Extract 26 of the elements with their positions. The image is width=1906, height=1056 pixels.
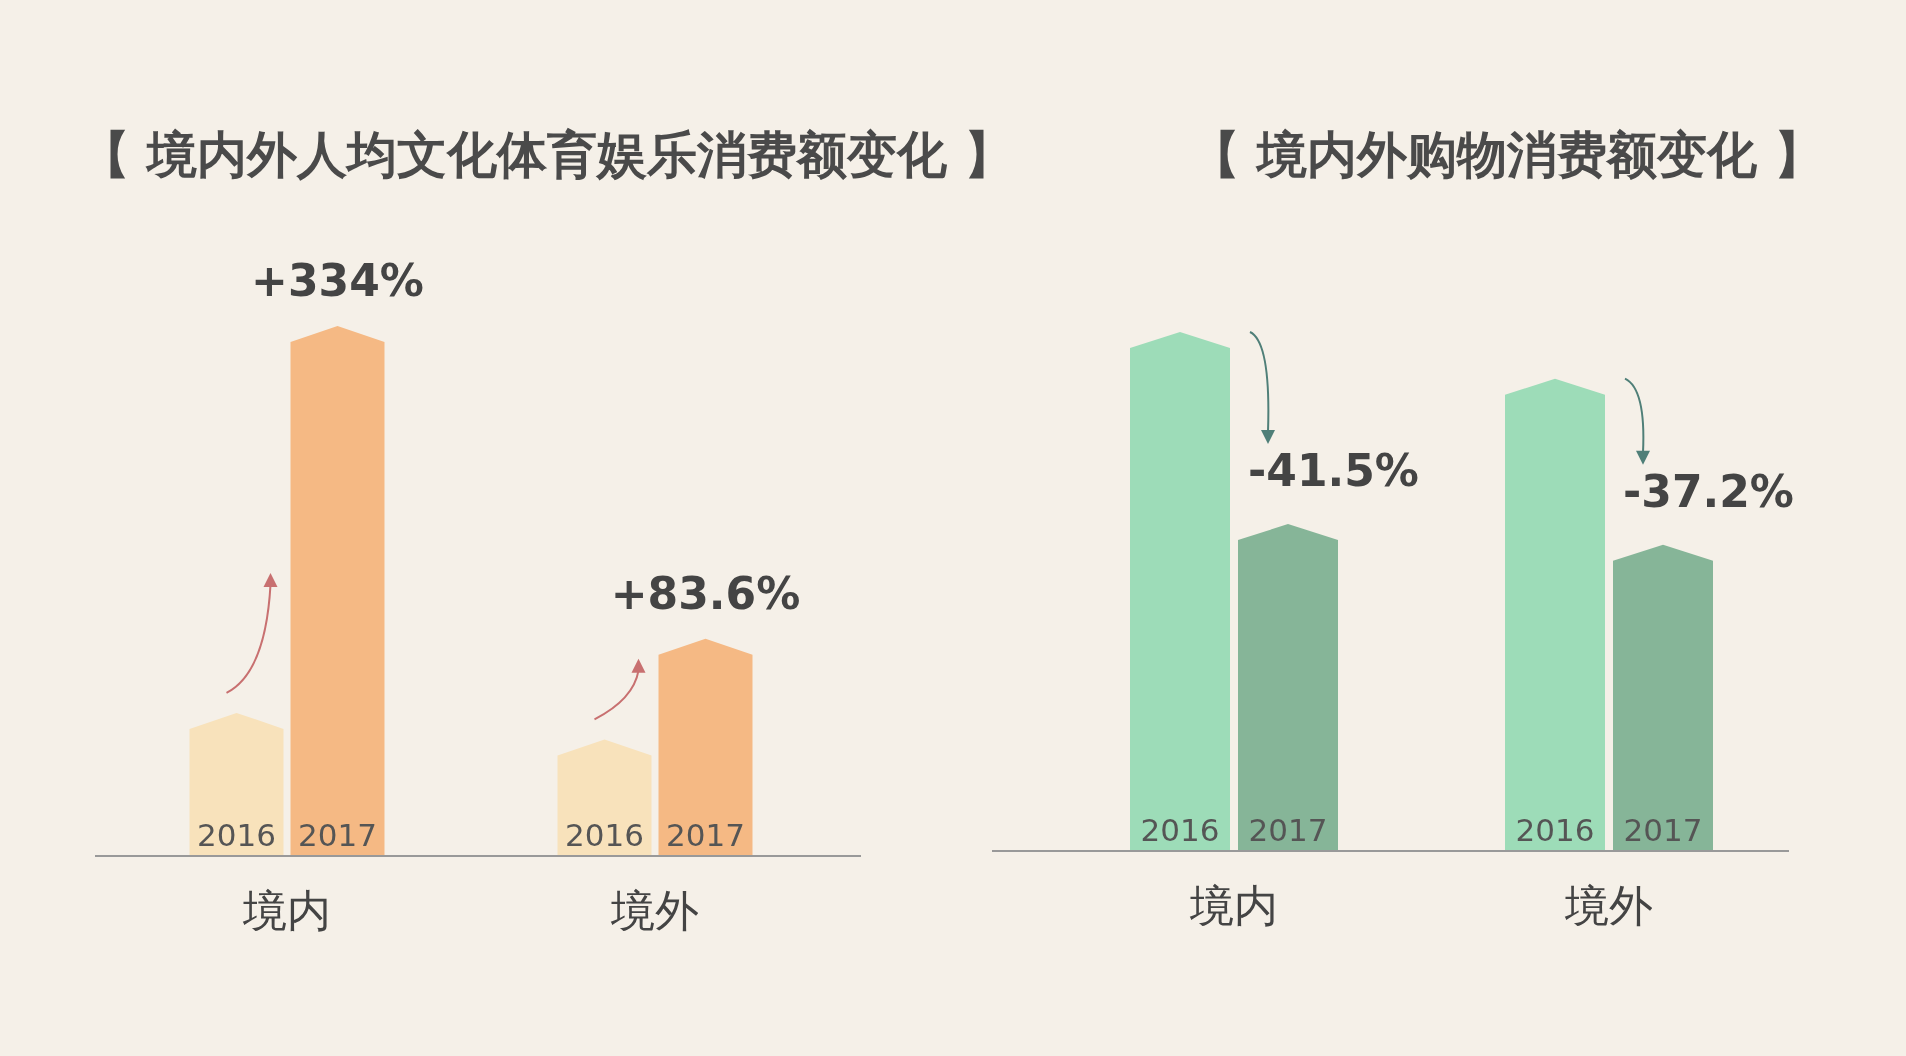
annotation: +83.6% [610, 567, 801, 619]
series-label: 2017 [1248, 812, 1328, 848]
series-label: 2016 [197, 817, 276, 853]
bar [290, 326, 385, 856]
bar [1238, 524, 1338, 851]
chart-title: 【 境内外购物消费额变化 】 [1189, 126, 1825, 184]
text: 2017 [1623, 812, 1703, 848]
x-tick-label: 境外 [610, 885, 699, 936]
bar [1613, 544, 1713, 851]
bar [1505, 378, 1605, 851]
x-tick-label: 境外 [1564, 880, 1653, 931]
text: 2017 [666, 817, 745, 853]
series-label: 2016 [1140, 812, 1220, 848]
text: 2016 [565, 817, 644, 853]
annotation: -37.2% [1623, 465, 1794, 517]
text: +334% [251, 255, 424, 306]
bar [1130, 332, 1230, 851]
series-label: 2017 [298, 817, 377, 853]
x-tick-label: 境内 [242, 885, 331, 936]
annotation: -41.5% [1248, 445, 1419, 497]
bar [658, 638, 753, 856]
x-tick-label: 境内 [1189, 880, 1278, 931]
bar [189, 712, 284, 856]
bar [557, 739, 652, 856]
chart-title: 【 境内外人均文化体育娱乐消费额变化 】 [79, 126, 1015, 184]
text: 2016 [1515, 812, 1595, 848]
